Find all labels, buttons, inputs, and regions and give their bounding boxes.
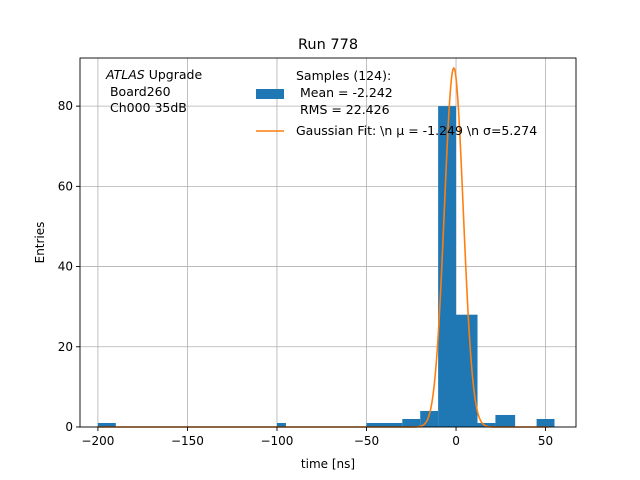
histogram-bar: [477, 422, 496, 427]
histogram-bar: [402, 418, 421, 427]
chart-title: Run 778: [298, 37, 358, 53]
experiment-annotation: ATLAS Upgrade Board260 Ch000 35dB: [105, 67, 202, 115]
legend-samples-line-3: RMS = 22.426: [296, 102, 390, 117]
annotation-rest: Upgrade: [145, 67, 203, 82]
y-tick-label: 40: [58, 260, 73, 274]
annotation-line-3: Ch000 35dB: [106, 100, 187, 115]
y-tick-label: 20: [58, 340, 73, 354]
grid-lines: [80, 58, 576, 428]
x-tick-label: −100: [260, 434, 293, 448]
legend-fit-label: Gaussian Fit: \n μ = -1.249 \n σ=5.274: [296, 123, 537, 138]
x-tick-label: −200: [81, 434, 114, 448]
y-axis-ticks: 0 20 40 60 80: [58, 99, 80, 434]
legend-samples-swatch: [256, 89, 284, 99]
legend-samples-line-2: Mean = -2.242: [296, 85, 393, 100]
y-tick-label: 60: [58, 179, 73, 193]
y-tick-label: 0: [65, 420, 73, 434]
x-tick-label: 0: [452, 434, 460, 448]
annotation-italic: ATLAS: [105, 67, 145, 82]
x-tick-label: −150: [171, 434, 204, 448]
histogram-bar: [438, 106, 457, 427]
legend: Samples (124): Mean = -2.242 RMS = 22.42…: [256, 68, 537, 138]
histogram-bar: [536, 418, 555, 427]
x-axis-label: time [ns]: [301, 457, 355, 471]
plot-frame: [79, 57, 577, 428]
histogram-bar: [97, 422, 116, 427]
y-axis-label: Entries: [33, 222, 47, 264]
histogram-bar: [456, 314, 478, 427]
annotation-line-1: ATLAS Upgrade: [105, 67, 202, 82]
annotation-line-2: Board260: [106, 84, 171, 99]
x-tick-label: 50: [538, 434, 553, 448]
legend-samples-line-1: Samples (124):: [296, 68, 391, 83]
y-tick-label: 80: [58, 99, 73, 113]
x-axis-ticks: −200 −150 −100 −50 0 50: [81, 427, 553, 448]
histogram-bar: [495, 414, 516, 427]
histogram-bar: [276, 422, 286, 427]
x-tick-label: −50: [354, 434, 379, 448]
histogram-bar: [366, 422, 403, 427]
